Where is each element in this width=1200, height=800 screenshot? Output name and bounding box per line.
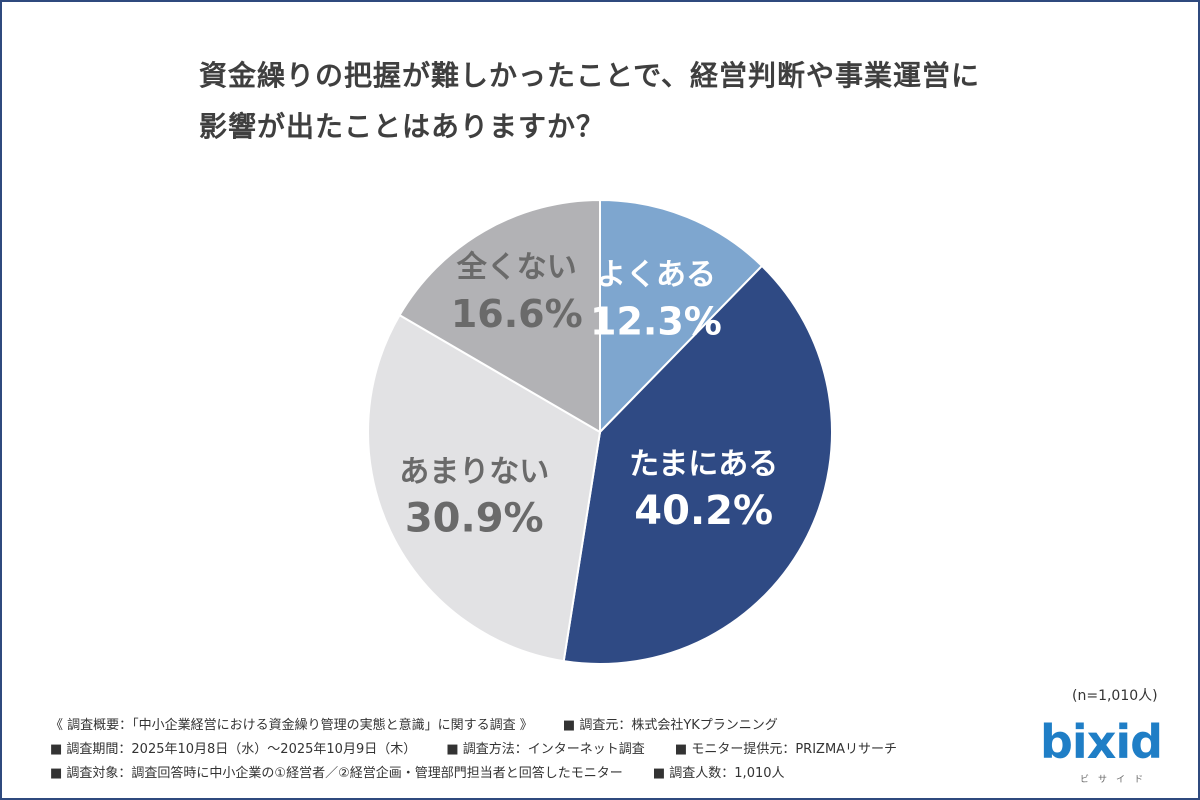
title-line-1: 資金繰りの把握が難しかったことで、経営判断や事業運営に: [199, 59, 981, 92]
pie-slice: [562, 264, 833, 665]
survey-target: ■ 調査対象：調査回答時に中小企業の①経営者／②経営企画・管理部門担当者と回答し…: [50, 766, 623, 781]
survey-footer: 《 調査概要：「中小企業経営における資金繰り管理の実態と意識」に関する調査 》 …: [50, 714, 1010, 786]
slice-category-label: たまにある: [629, 447, 778, 482]
slice-category-label: 全くない: [456, 250, 577, 285]
title-line-2: 影響が出たことはありますか？: [199, 110, 606, 143]
slice-value-label: 12.3%: [590, 299, 722, 343]
pie-slice: [398, 198, 601, 434]
survey-overview: 《 調査概要：「中小企業経営における資金繰り管理の実態と意識」に関する調査 》: [50, 718, 533, 733]
survey-provider: ■ モニター提供元：PRIZMAリサーチ: [674, 742, 898, 757]
chart-title: 資金繰りの把握が難しかったことで、経営判断や事業運営に 影響が出たことはあります…: [199, 50, 1059, 152]
slice-category-label: よくある: [596, 257, 716, 292]
pie-slice: [599, 198, 764, 435]
logo-subtitle: ビサイド: [1080, 775, 1153, 785]
bixid-logo: bixid ビサイド: [1040, 714, 1168, 786]
slice-category-label: あまりない: [399, 455, 549, 490]
sample-size-note: (n=1,010人): [1072, 688, 1158, 704]
survey-count: ■ 調査人数：1,010人: [652, 766, 785, 781]
survey-source: ■ 調査元：株式会社YKプランニング: [562, 718, 778, 733]
slice-value-label: 40.2%: [634, 488, 773, 534]
survey-method: ■ 調査方法：インターネット調査: [446, 742, 645, 757]
logo-wordmark: bixid: [1040, 715, 1163, 769]
slice-value-label: 30.9%: [405, 496, 544, 542]
pie-slice: [367, 313, 602, 663]
slice-value-label: 16.6%: [451, 292, 583, 336]
survey-period: ■ 調査期間：2025年10月8日（水）～2025年10月9日（木）: [50, 742, 417, 757]
